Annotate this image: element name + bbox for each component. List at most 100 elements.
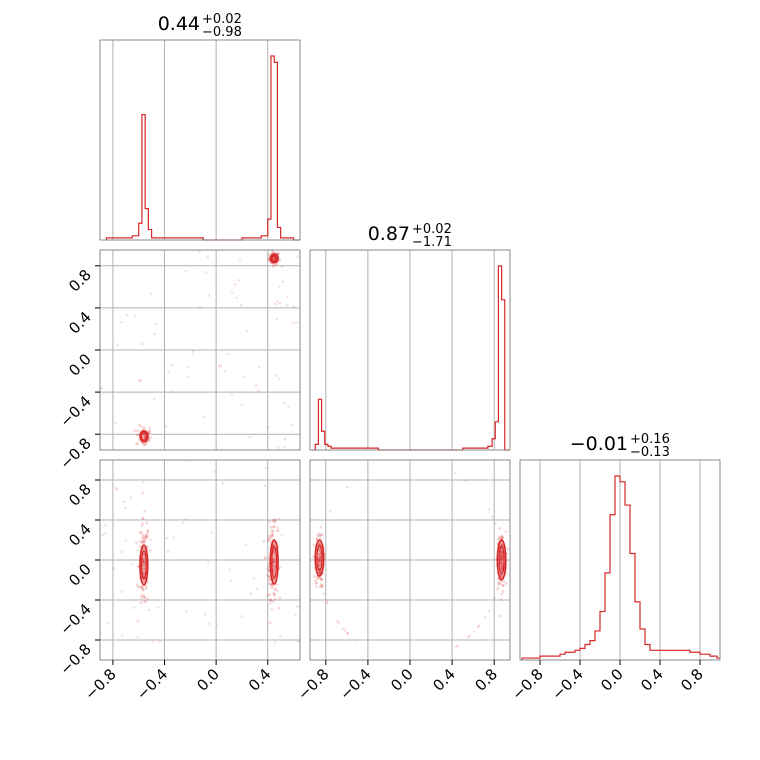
scatter-point (277, 285, 281, 288)
scatter-point (272, 558, 276, 562)
scatter-point (268, 602, 272, 605)
scatter-point (266, 573, 270, 577)
scatter-point (472, 630, 476, 633)
scatter-point (317, 532, 321, 536)
scatter-point (138, 539, 142, 543)
scatter-point (140, 541, 143, 544)
scatter-point (468, 634, 471, 638)
scatter-point (242, 375, 246, 378)
scatter-point (294, 321, 298, 324)
scatter-point (264, 466, 267, 470)
scatter-point (137, 423, 141, 427)
scatter-point (271, 250, 275, 254)
scatter-point (158, 640, 162, 643)
scatter-point (152, 397, 156, 400)
scatter-point (315, 585, 318, 588)
scatter-point (491, 515, 494, 519)
scatter-point (499, 582, 503, 586)
scatter-point (143, 600, 146, 603)
scatter-point (483, 615, 487, 619)
scatter-point (142, 588, 146, 591)
scatter-point (166, 550, 170, 553)
scatter-point (283, 437, 287, 441)
scatter-point (141, 491, 145, 495)
scatter-point (494, 522, 497, 525)
scatter-point (139, 379, 143, 383)
scatter-point (274, 302, 277, 306)
x-tick-label-col0-2: 0.0 (193, 665, 223, 695)
scatter-point (273, 255, 276, 259)
scatter-point (319, 525, 323, 529)
scatter-point (276, 446, 280, 450)
scatter-point (454, 645, 458, 648)
y-tick-label-row1-4: −0.8 (56, 434, 94, 472)
scatter-point (266, 567, 270, 571)
scatter-point (499, 551, 503, 555)
scatter-point (114, 421, 117, 425)
scatter-point (318, 570, 321, 574)
scatter-point (138, 545, 142, 548)
density-contour-inner (140, 550, 147, 580)
scatter-point (326, 601, 329, 605)
scatter-point (320, 577, 323, 581)
scatter-point (186, 366, 190, 369)
scatter-point (498, 527, 502, 530)
scatter-point (496, 586, 500, 589)
scatter-point (125, 313, 129, 317)
scatter-point (277, 517, 281, 521)
scatter-point (318, 571, 321, 575)
scatter-point (255, 587, 259, 591)
scatter-point (144, 537, 148, 541)
title-param-1: 0.87 (368, 223, 410, 245)
scatter-point (501, 535, 505, 539)
scatter-point (144, 535, 148, 539)
title-param-2: −0.01 (570, 433, 628, 455)
scatter-point (497, 583, 501, 586)
scatter-point (318, 557, 322, 561)
scatter-point (500, 555, 504, 559)
scatter-point (135, 442, 138, 446)
scatter-point (141, 533, 144, 537)
scatter-point (317, 556, 321, 560)
scatter-point (476, 625, 480, 629)
scatter-point (264, 556, 267, 560)
scatter-point (270, 584, 274, 588)
scatter-point (137, 565, 140, 569)
scatter-point (141, 588, 145, 592)
scatter-point (142, 561, 146, 564)
scatter-point (249, 591, 253, 595)
scatter-point (226, 352, 229, 356)
scatter-point (269, 582, 273, 586)
scatter-point (275, 317, 278, 321)
scatter-point (140, 594, 144, 598)
scatter-point (136, 585, 140, 589)
scatter-point (107, 621, 110, 625)
scatter-point (318, 560, 322, 564)
scatter-point (112, 567, 115, 570)
scatter-point (506, 547, 510, 551)
scatter-point (206, 561, 210, 564)
scatter-point (186, 375, 190, 379)
scatter-point (138, 531, 142, 534)
scatter-point (317, 553, 321, 556)
scatter-point (500, 562, 504, 566)
scatter-point (337, 621, 341, 625)
scatter-point (104, 532, 107, 535)
scatter-point (142, 427, 146, 431)
scatter-point (141, 541, 145, 544)
scatter-point (273, 521, 277, 524)
scatter-point (146, 597, 150, 601)
scatter-point (278, 596, 282, 600)
y-tick-label-row1-0: 0.8 (65, 266, 95, 296)
scatter-point (273, 519, 277, 522)
scatter-point (135, 583, 139, 587)
scatter-point (272, 555, 275, 559)
y-tick-label-row1-1: 0.4 (65, 308, 95, 338)
density-contour-inner (498, 545, 505, 575)
scatter-point (266, 425, 270, 429)
scatter-point (147, 439, 151, 443)
scatter-point (278, 565, 282, 569)
scatter-point (154, 322, 158, 326)
scatter-point (217, 365, 221, 368)
scatter-point (198, 305, 202, 309)
